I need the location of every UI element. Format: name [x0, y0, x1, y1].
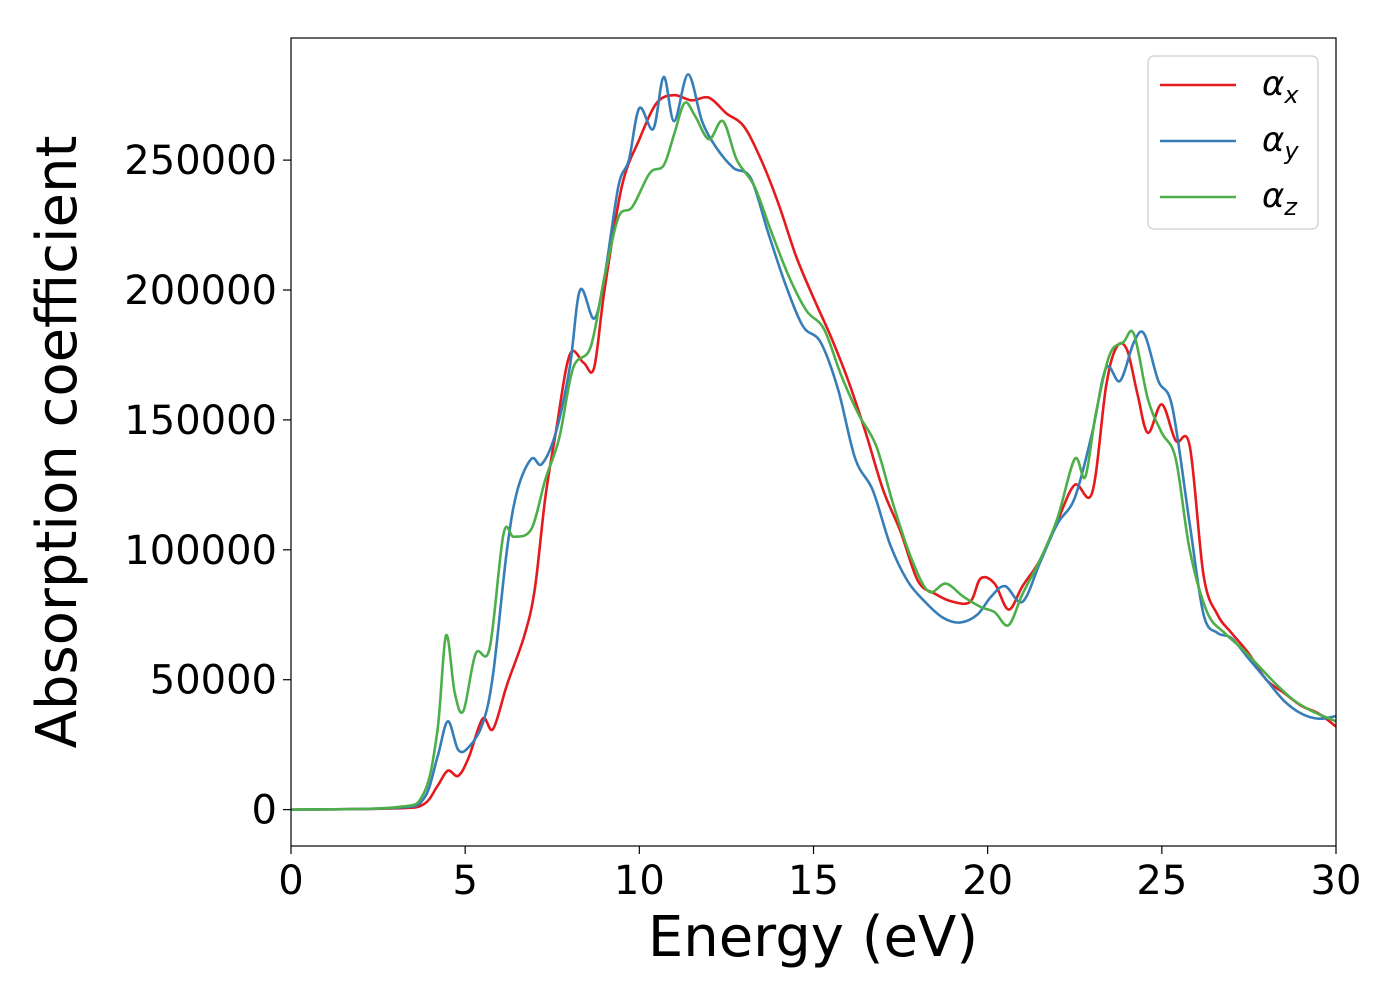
- y-tick-label: 50000: [150, 658, 277, 704]
- x-tick-label: 30: [1311, 858, 1362, 904]
- y-tick-label: 150000: [124, 398, 277, 444]
- x-tick-label: 20: [962, 858, 1013, 904]
- x-tick-label: 0: [278, 858, 303, 904]
- x-axis-label: Energy (eV): [648, 905, 978, 970]
- legend-label-alpha-z: αz: [1262, 176, 1298, 221]
- series-line-alpha-y: [290, 73, 1337, 811]
- legend-box: [1147, 55, 1319, 230]
- x-tick-label: 5: [452, 858, 477, 904]
- y-tick-label: 200000: [124, 268, 277, 314]
- series-line-alpha-z: [290, 101, 1337, 811]
- legend: αx αy αz: [1147, 55, 1319, 230]
- y-tick-label: 250000: [124, 138, 277, 184]
- legend-label-alpha-x: αx: [1262, 64, 1299, 109]
- y-axis: 0 50000 100000 150000 200000 250000: [124, 138, 291, 834]
- x-tick-label: 10: [614, 858, 665, 904]
- series-line-alpha-x: [290, 93, 1337, 811]
- y-tick-label: 100000: [124, 528, 277, 574]
- x-tick-label: 15: [788, 858, 839, 904]
- series-layer: [290, 73, 1337, 811]
- y-tick-label: 0: [252, 788, 277, 834]
- x-tick-label: 25: [1136, 858, 1187, 904]
- legend-label-alpha-y: αy: [1262, 120, 1299, 165]
- x-axis: 0 5 10 15 20 25 30: [278, 846, 1361, 904]
- y-axis-label: Absorption coefficient: [25, 136, 90, 749]
